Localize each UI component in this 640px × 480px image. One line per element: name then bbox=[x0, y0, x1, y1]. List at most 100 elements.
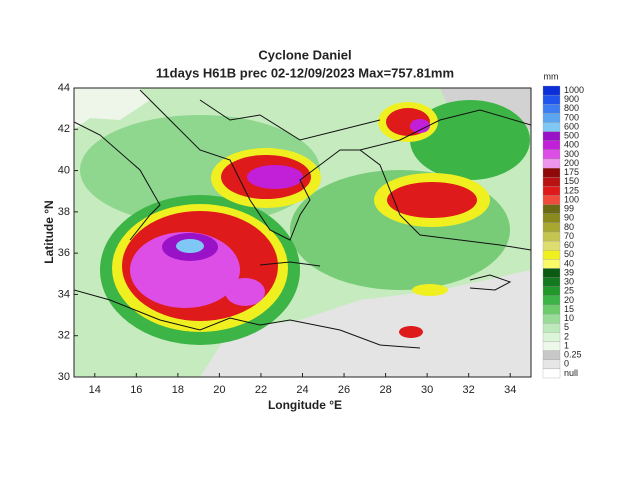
colorbar-label: 300 bbox=[564, 149, 579, 159]
colorbar-swatch bbox=[542, 250, 561, 260]
colorbar-label: null bbox=[564, 368, 578, 378]
colorbar-swatch bbox=[542, 332, 561, 342]
colorbar-label: 100 bbox=[564, 194, 579, 204]
colorbar-swatch bbox=[542, 295, 561, 306]
colorbar-swatch bbox=[542, 359, 561, 370]
colorbar-swatch bbox=[542, 204, 561, 214]
colorbar-swatch bbox=[542, 85, 561, 96]
colorbar-label: 90 bbox=[564, 213, 574, 223]
colorbar-label: 2 bbox=[564, 331, 569, 341]
colorbar-swatch bbox=[542, 122, 561, 132]
colorbar-swatch bbox=[542, 113, 561, 123]
y-tick-label: 34 bbox=[58, 288, 70, 300]
rain-area bbox=[412, 284, 448, 296]
dry-area bbox=[74, 88, 150, 130]
colorbar-swatch bbox=[542, 259, 561, 269]
colorbar-label: 125 bbox=[564, 185, 579, 195]
x-tick-label: 14 bbox=[89, 384, 101, 396]
colorbar: 1000900800700600500400300200175150125100… bbox=[542, 85, 584, 379]
colorbar-label: 50 bbox=[564, 249, 574, 259]
colorbar-unit: mm bbox=[544, 71, 559, 81]
colorbar-swatch bbox=[542, 94, 561, 105]
colorbar-swatch bbox=[542, 158, 561, 169]
colorbar-label: 400 bbox=[564, 140, 579, 150]
colorbar-swatch bbox=[542, 140, 561, 151]
colorbar-label: 600 bbox=[564, 121, 579, 131]
colorbar-label: 0 bbox=[564, 359, 569, 369]
x-tick-label: 28 bbox=[379, 384, 391, 396]
x-tick-label: 18 bbox=[172, 384, 184, 396]
rain-area bbox=[410, 119, 430, 133]
colorbar-label: 20 bbox=[564, 295, 574, 305]
rain-area bbox=[225, 278, 265, 306]
coastline bbox=[469, 274, 512, 291]
colorbar-label: 60 bbox=[564, 240, 574, 250]
y-tick-label: 30 bbox=[58, 371, 70, 383]
colorbar-swatch bbox=[542, 313, 561, 324]
y-axis-label: Latitude °N bbox=[42, 200, 56, 263]
colorbar-label: 900 bbox=[564, 94, 579, 104]
colorbar-label: 40 bbox=[564, 258, 574, 268]
colorbar-label: 10 bbox=[564, 313, 574, 323]
colorbar-swatch bbox=[542, 286, 561, 297]
x-tick-label: 20 bbox=[213, 384, 225, 396]
colorbar-swatch bbox=[542, 323, 561, 333]
coastline bbox=[259, 261, 321, 267]
colorbar-swatch bbox=[542, 177, 561, 187]
colorbar-label: 5 bbox=[564, 322, 569, 332]
colorbar-swatch bbox=[542, 231, 561, 242]
colorbar-swatch bbox=[542, 104, 561, 114]
colorbar-label: 150 bbox=[564, 176, 579, 186]
colorbar-label: 39 bbox=[564, 267, 574, 277]
x-tick-label: 34 bbox=[504, 384, 516, 396]
axes: 14 16 18 20 22 24 26 28 30 32 34 30 32 34 36 38 40 42 44 bbox=[58, 82, 517, 396]
colorbar-label: 15 bbox=[564, 304, 574, 314]
colorbar-swatch bbox=[542, 277, 561, 287]
y-tick-label: 38 bbox=[58, 206, 70, 218]
colorbar-label: 1 bbox=[564, 340, 569, 350]
subtitle: 11days H61B prec 02-12/09/2023 Max=757.8… bbox=[156, 65, 454, 80]
colorbar-label: 800 bbox=[564, 103, 579, 113]
x-tick-label: 16 bbox=[130, 384, 142, 396]
x-tick-label: 32 bbox=[463, 384, 475, 396]
rain-area bbox=[247, 165, 303, 189]
x-tick-label: 24 bbox=[296, 384, 308, 396]
colorbar-label: 700 bbox=[564, 112, 579, 122]
colorbar-swatch bbox=[542, 195, 561, 205]
colorbar-label: 200 bbox=[564, 158, 579, 168]
colorbar-swatch bbox=[542, 368, 561, 379]
colorbar-label: 70 bbox=[564, 231, 574, 241]
x-tick-label: 30 bbox=[421, 384, 433, 396]
colorbar-label: 30 bbox=[564, 277, 574, 287]
colorbar-label: 1000 bbox=[564, 85, 584, 95]
colorbar-swatch bbox=[542, 304, 561, 315]
rain-area bbox=[387, 182, 477, 218]
colorbar-label: 80 bbox=[564, 222, 574, 232]
border bbox=[199, 99, 381, 141]
x-tick-label: 22 bbox=[255, 384, 267, 396]
colorbar-swatch bbox=[542, 186, 561, 196]
x-axis-label: Longitude °E bbox=[268, 398, 342, 412]
dry-area bbox=[200, 270, 531, 377]
rain-area bbox=[399, 326, 423, 338]
colorbar-label: 500 bbox=[564, 131, 579, 141]
y-tick-label: 42 bbox=[58, 123, 70, 135]
colorbar-label: 25 bbox=[564, 286, 574, 296]
colorbar-label: 99 bbox=[564, 204, 574, 214]
x-tick-label: 26 bbox=[338, 384, 350, 396]
coastlines bbox=[74, 89, 531, 349]
coastline bbox=[74, 121, 161, 241]
y-tick-label: 40 bbox=[58, 164, 70, 176]
colorbar-swatch bbox=[542, 350, 561, 360]
coastline bbox=[359, 109, 531, 151]
colorbar-swatch bbox=[542, 131, 561, 141]
colorbar-swatch bbox=[542, 341, 561, 351]
colorbar-swatch bbox=[542, 268, 561, 278]
title: Cyclone Daniel bbox=[258, 47, 351, 62]
coastline bbox=[74, 289, 421, 349]
coastline bbox=[139, 89, 531, 251]
colorbar-swatch bbox=[542, 222, 561, 233]
colorbar-swatch bbox=[542, 213, 561, 224]
